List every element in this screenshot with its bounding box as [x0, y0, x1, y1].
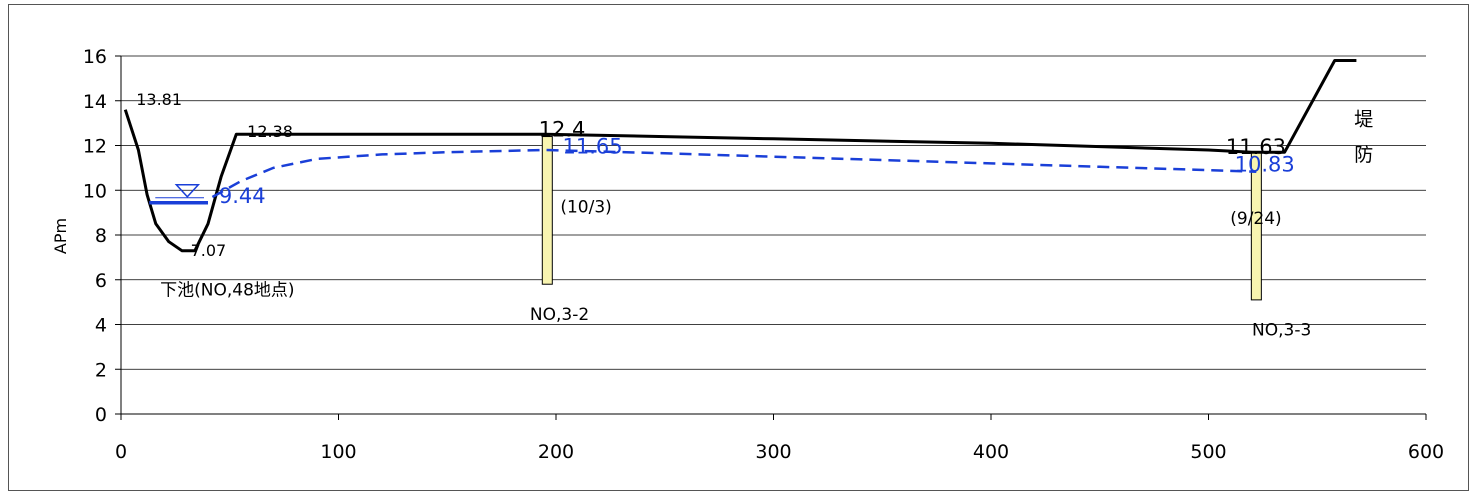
annotation-label: 堤: [1354, 108, 1373, 130]
groundwater-level-line: [211, 148, 1257, 199]
chart-frame: [8, 4, 1469, 491]
pond-water-level: [149, 184, 208, 205]
annotation-label: (9/24): [1230, 209, 1281, 229]
annotation-label: 12.38: [247, 122, 293, 141]
y-axis-label: APm: [51, 218, 70, 254]
annotation-label: 11.65: [563, 134, 623, 158]
axes: 0 2 4 6 8 10 12 14 16 0 100 200 300 400 500 600: [83, 46, 1444, 463]
x-tick-label: 500: [1190, 441, 1226, 463]
x-tick-label: 100: [320, 441, 356, 463]
annotation-label: 7.07: [191, 241, 227, 260]
x-tick-label: 600: [1408, 441, 1444, 463]
ground-profile-line: [123, 59, 1357, 253]
annotations: 13.81 12.38 7.07 9.44 12.411.65 (10/3) 11.6310…: [136, 90, 1373, 341]
y-tick-label: 10: [83, 180, 107, 202]
annotation-label: (10/3): [560, 198, 611, 218]
y-tick-label: 14: [83, 91, 107, 113]
annotation-label: 13.81: [136, 90, 182, 109]
y-tick-label: 0: [95, 404, 107, 426]
annotation-label: 9.44: [219, 184, 266, 208]
y-tick-label: 4: [95, 315, 107, 337]
water-level-marker-icon: [174, 184, 201, 198]
series: [123, 59, 1357, 253]
annotation-label: NO,3-2: [530, 305, 589, 325]
y-tick-label: 2: [95, 359, 107, 381]
wells: [541, 136, 1262, 301]
x-tick-label: 300: [755, 441, 791, 463]
annotation-label: 11.63: [1226, 135, 1286, 159]
annotation-label: 10.83: [1235, 153, 1295, 177]
annotation-label: 防: [1354, 144, 1373, 166]
annotation-label: 下池(NO,48地点): [160, 280, 294, 300]
y-tick-label: 6: [95, 270, 107, 292]
well-casing: [541, 136, 553, 285]
annotation-label: NO,3-3: [1252, 321, 1311, 341]
x-tick-label: 200: [538, 441, 574, 463]
x-tick-label: 0: [115, 441, 127, 463]
x-tick-label: 400: [973, 441, 1009, 463]
y-tick-label: 12: [83, 136, 107, 158]
y-tick-label: 8: [95, 225, 107, 247]
y-tick-label: 16: [83, 46, 107, 68]
gridlines: [121, 55, 1426, 370]
annotation-label: 12.4: [539, 118, 586, 142]
